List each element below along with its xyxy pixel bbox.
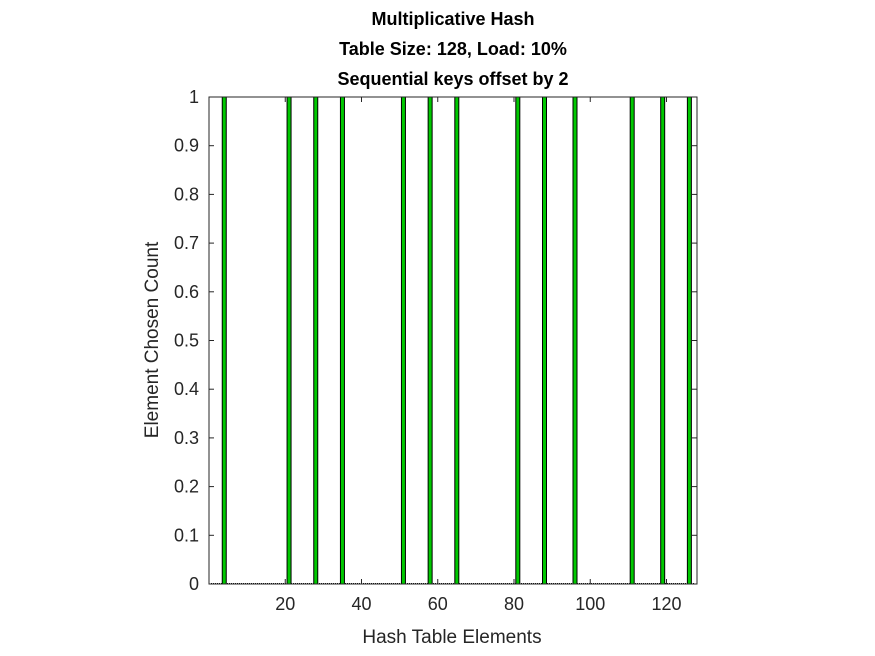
y-tick-label: 0 [189,574,199,594]
x-axis-label: Hash Table Elements [362,627,541,648]
bar [660,96,666,585]
y-tick-label: 0.8 [174,184,199,204]
plot-area [209,97,697,584]
x-tick-label: 120 [651,594,681,614]
y-tick-label: 0.6 [174,282,199,302]
x-tick-label: 80 [504,594,524,614]
bar [572,96,578,585]
plot-background [209,97,697,584]
x-tick-label: 20 [275,594,295,614]
title-line-2: Table Size: 128, Load: 10% [339,39,567,59]
title-line-3: Sequential keys offset by 2 [337,69,568,89]
y-tick-label: 0.7 [174,233,199,253]
y-tick-label: 1 [189,87,199,107]
y-axis-label: Element Chosen Count [142,241,163,438]
y-tick-label: 0.3 [174,428,199,448]
y-tick-label: 0.5 [174,331,199,351]
bar [313,96,319,585]
bar [221,96,227,585]
chart-title: Multiplicative Hash Table Size: 128, Loa… [337,9,568,89]
x-tick-label: 60 [428,594,448,614]
bar [286,96,292,585]
title-line-1: Multiplicative Hash [371,9,534,29]
bar [400,96,406,585]
y-tick-label: 0.2 [174,477,199,497]
y-tick-label: 0.4 [174,379,199,399]
bar [629,96,635,585]
y-tick-labels: 0 0.1 0.2 0.3 0.4 0.5 0.6 0.7 0.8 0.9 1 [174,87,199,594]
bar [542,96,547,585]
x-tick-label: 100 [575,594,605,614]
axes [208,96,698,585]
bar [515,96,521,585]
x-tick-label: 40 [351,594,371,614]
bar [339,96,345,585]
bar [454,96,460,585]
x-tick-labels: 20 40 60 80 100 120 [275,594,681,614]
bar [427,96,433,585]
y-tick-label: 0.1 [174,525,199,545]
y-tick-label: 0.9 [174,136,199,156]
bar [686,96,692,585]
